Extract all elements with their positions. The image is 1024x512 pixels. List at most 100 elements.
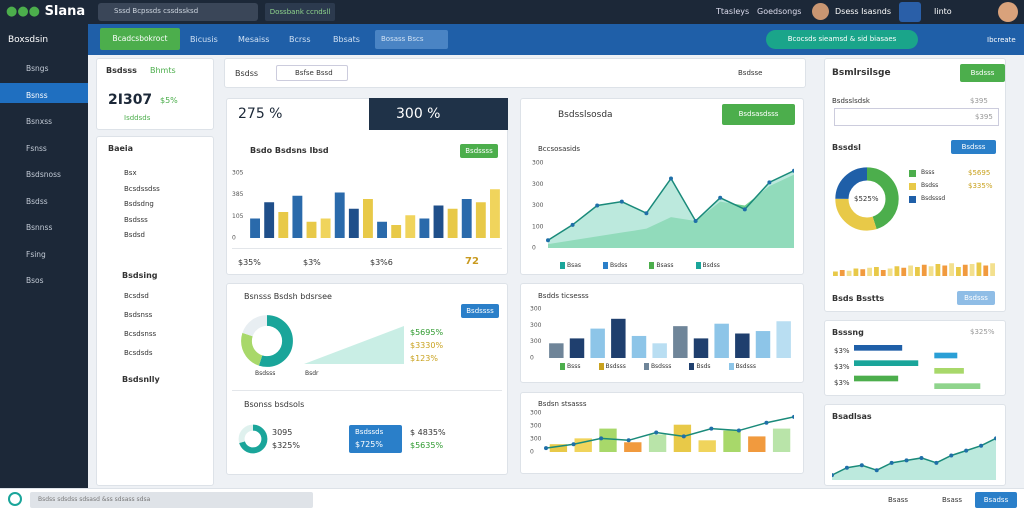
y-tick-label: 300: [532, 160, 544, 167]
area-chart: 300 300 300 100 0: [532, 160, 794, 250]
menu-item[interactable]: Bsdsd: [124, 231, 145, 239]
toolbar-search[interactable]: Bsfse Bssd: [276, 65, 348, 81]
point: [736, 428, 741, 433]
chart-label: Bsdsss: [255, 370, 276, 377]
tab[interactable]: Bicusis: [190, 35, 218, 44]
bar-label: $3%: [834, 379, 850, 387]
help[interactable]: Iinto: [934, 7, 952, 16]
top-link[interactable]: Goedsongs: [757, 7, 802, 16]
menu-item[interactable]: Bsdsnss: [124, 311, 153, 319]
bar: [772, 428, 791, 452]
y-tick-label: 300: [530, 322, 542, 329]
input[interactable]: [834, 108, 999, 126]
action-button[interactable]: Dossbank ccndsll: [265, 3, 335, 21]
bottom-button[interactable]: Bsass: [942, 496, 963, 504]
menu-item[interactable]: Bcsdsnss: [124, 330, 157, 338]
user-name[interactable]: Dsess Isasnds: [835, 7, 892, 16]
dropdown[interactable]: Bosass Bscs: [375, 30, 448, 49]
card-button[interactable]: Bsdsasdsss: [722, 104, 795, 125]
sidebar-item[interactable]: Fsing: [26, 249, 46, 259]
card-title: Bsnsss Bsdsh bdsrsee: [244, 292, 332, 301]
bottom-button[interactable]: Bsadss: [975, 492, 1017, 508]
divider: [232, 248, 502, 249]
menu-item[interactable]: Bsx: [124, 169, 137, 177]
card-button[interactable]: Bsdssss: [461, 304, 499, 318]
point: [709, 426, 714, 431]
status-pill[interactable]: Bcocsds sieamsd & sid biasaes: [766, 30, 918, 49]
bar: [250, 218, 260, 238]
legend-item: Bsss: [921, 169, 935, 176]
row-value: $395: [970, 97, 988, 105]
top-link[interactable]: Ttasleys: [716, 7, 750, 16]
tab[interactable]: Mesaiss: [238, 35, 270, 44]
kpi-tile: [369, 98, 508, 130]
bar: [901, 267, 907, 276]
menu-item[interactable]: Bcsdsds: [124, 349, 153, 357]
card: [520, 392, 804, 474]
bar: [278, 212, 289, 238]
bar: [631, 335, 647, 358]
bar: [405, 215, 416, 238]
bar: [549, 343, 564, 358]
sidebar-item[interactable]: Bsngs: [26, 64, 49, 73]
bar: [983, 265, 989, 276]
point: [964, 448, 969, 453]
line: [832, 437, 996, 476]
sidebar-item[interactable]: Bsnxss: [26, 117, 53, 126]
sidebar-active: [0, 83, 88, 103]
menu-item[interactable]: Bcsdsd: [124, 292, 149, 300]
point: [792, 414, 794, 419]
sidebar-item[interactable]: Bsdsnoss: [26, 170, 61, 179]
y-tick-label: 100: [532, 223, 544, 230]
donut-segment: [835, 167, 899, 231]
hbar: [854, 360, 919, 366]
value: $3330%: [410, 341, 444, 350]
bar-label: $3%: [834, 363, 850, 371]
account[interactable]: Ibcreate: [987, 36, 1016, 44]
bar: [935, 264, 941, 276]
bar-chart: [833, 262, 995, 276]
menu-item[interactable]: Bsdsss: [124, 215, 148, 224]
sidebar-item[interactable]: Bsnss: [26, 90, 48, 100]
card-title: Bsonss bsdsols: [244, 400, 305, 409]
icon-button[interactable]: [899, 2, 921, 22]
menu-card: [96, 136, 214, 486]
point: [571, 442, 576, 447]
bottom-button[interactable]: Bsass: [888, 496, 909, 504]
bar: [292, 195, 303, 238]
bar: [976, 262, 982, 276]
bar-label: $3%: [834, 347, 850, 355]
toolbar-filter[interactable]: Bsdsse: [738, 69, 763, 77]
bar: [433, 205, 444, 238]
y-tick-label: 385: [232, 191, 244, 198]
card-button[interactable]: Bsdsss: [957, 291, 995, 305]
bar: [942, 265, 948, 276]
tab-active[interactable]: Bcadcsbokroct: [100, 28, 180, 50]
point: [874, 468, 879, 473]
sidebar-item[interactable]: Fsnss: [26, 143, 47, 153]
toolbar-label: Bsdss: [235, 69, 259, 78]
card-button[interactable]: Bsdsss: [951, 140, 996, 154]
tab[interactable]: Bbsats: [333, 35, 360, 44]
card-button[interactable]: Bsdsss: [960, 64, 1005, 82]
menu-item[interactable]: Bsdsdng: [124, 200, 154, 208]
card-button[interactable]: Bsdssss: [460, 144, 498, 158]
bar: [461, 199, 472, 238]
point: [919, 455, 924, 460]
sidebar-item[interactable]: Bsdss: [26, 196, 48, 206]
line: [545, 416, 794, 449]
input[interactable]: Bsdss sdsdss sdsasd &ss sdsass sdsa: [30, 492, 313, 508]
point: [654, 430, 659, 435]
sidebar: [0, 55, 88, 488]
bar: [306, 221, 317, 238]
app-name: Boxsdsin: [8, 35, 49, 45]
sidebar-item[interactable]: Bsos: [26, 276, 44, 285]
bar: [928, 266, 934, 276]
point: [767, 180, 772, 185]
tab[interactable]: Bcrss: [289, 35, 311, 44]
search[interactable]: Sssd Bcpssds cssdssksd: [98, 3, 258, 21]
hbar: [934, 352, 958, 359]
bar: [776, 321, 791, 358]
menu-item[interactable]: Bcsdssdss: [124, 184, 160, 193]
sidebar-item[interactable]: Bsnnss: [26, 223, 53, 232]
